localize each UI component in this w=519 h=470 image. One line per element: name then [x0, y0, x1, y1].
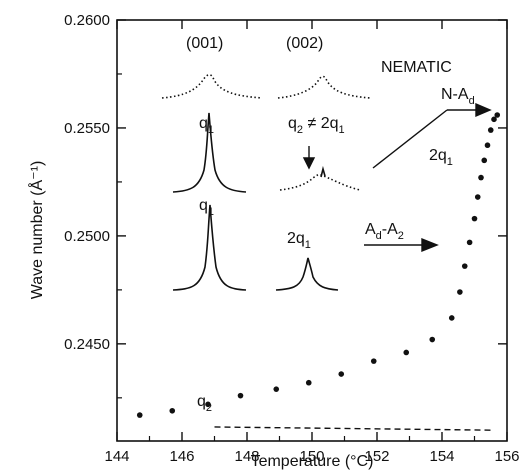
- q1-upper-label: q1: [199, 115, 214, 136]
- two-q1-series-label: 2q1: [429, 147, 453, 168]
- data-point: [429, 336, 436, 343]
- diffraction-profiles: [161, 73, 371, 291]
- q2-dashed-line: [214, 426, 495, 431]
- data-point: [237, 392, 244, 399]
- data-point: [370, 358, 377, 364]
- data-point: [273, 386, 280, 392]
- header-002: (002): [286, 35, 323, 52]
- data-point: [484, 142, 491, 149]
- data-point: [466, 239, 473, 246]
- q1-lower-label: q1: [199, 197, 214, 218]
- data-point: [403, 349, 410, 356]
- x-tick-label: 148: [234, 448, 259, 465]
- data-point: [305, 379, 312, 386]
- q2-not-equal-label: q2 ≠ 2q1: [288, 115, 345, 136]
- data-points: [136, 112, 501, 418]
- x-tick-label: 154: [429, 448, 454, 465]
- x-tick-label: 156: [494, 448, 519, 465]
- data-point: [169, 407, 176, 414]
- nematic-001-profile: [161, 73, 263, 99]
- data-point: [491, 116, 497, 123]
- data-point: [461, 263, 468, 269]
- q2-line-label: q2: [197, 393, 212, 414]
- ad-a2-transition-label: Ad-A2: [365, 221, 404, 242]
- x-tick-label: 146: [169, 448, 194, 465]
- data-point: [136, 412, 143, 418]
- data-point: [478, 174, 484, 181]
- q2-dashed-line-path: [214, 426, 495, 431]
- data-point: [457, 289, 463, 295]
- nematic-label: NEMATIC: [381, 59, 452, 76]
- axis-ticks: [116, 19, 508, 441]
- n-ad-transition-label: N-Ad: [441, 86, 475, 107]
- x-tick-label: 152: [364, 448, 389, 465]
- data-point: [338, 371, 345, 377]
- annotation-labels: (001) (002) NEMATIC q1 q1 q2 ≠ 2q1 2q1 N…: [186, 35, 475, 414]
- ad-q2-weak-profile: [279, 173, 361, 191]
- x-tick-label: 144: [104, 448, 129, 465]
- na-arrow-line-diag: [372, 109, 448, 169]
- data-point: [487, 127, 494, 133]
- y-tick-label: 0.2600: [64, 12, 110, 29]
- two-q1-peak-label: 2q1: [287, 230, 311, 251]
- plot-frame: [116, 19, 508, 442]
- x-axis-title: Temperature (°C): [251, 453, 374, 470]
- ad-a2-arrow-head: [421, 237, 439, 253]
- data-point: [205, 401, 211, 408]
- data-point: [448, 315, 455, 321]
- tick-labels: 144 146 148 150 152 154 156 0.2450 0.2500 0.2550 0…: [64, 12, 519, 465]
- y-tick-label: 0.2550: [64, 120, 110, 137]
- q2-down-arrow-head: [302, 157, 316, 170]
- annotation-arrows: [302, 102, 492, 253]
- a2-2q1-peak: [275, 257, 339, 291]
- na-arrow-head: [475, 102, 492, 118]
- data-point: [494, 112, 501, 118]
- ad-q1-peak: [172, 112, 247, 193]
- nematic-002-profile: [277, 75, 371, 99]
- data-point: [471, 215, 478, 222]
- header-001: (001): [186, 35, 223, 52]
- data-point: [474, 194, 481, 200]
- ad-q2-small-peak: [320, 165, 326, 178]
- y-tick-label: 0.2500: [64, 228, 110, 245]
- x-tick-label: 150: [299, 448, 324, 465]
- y-axis-title: Wave number (Å⁻¹): [27, 161, 46, 300]
- y-tick-label: 0.2450: [64, 336, 110, 353]
- a2-q1-peak: [172, 204, 247, 291]
- data-point: [481, 157, 488, 164]
- plot-area-border: [116, 19, 508, 442]
